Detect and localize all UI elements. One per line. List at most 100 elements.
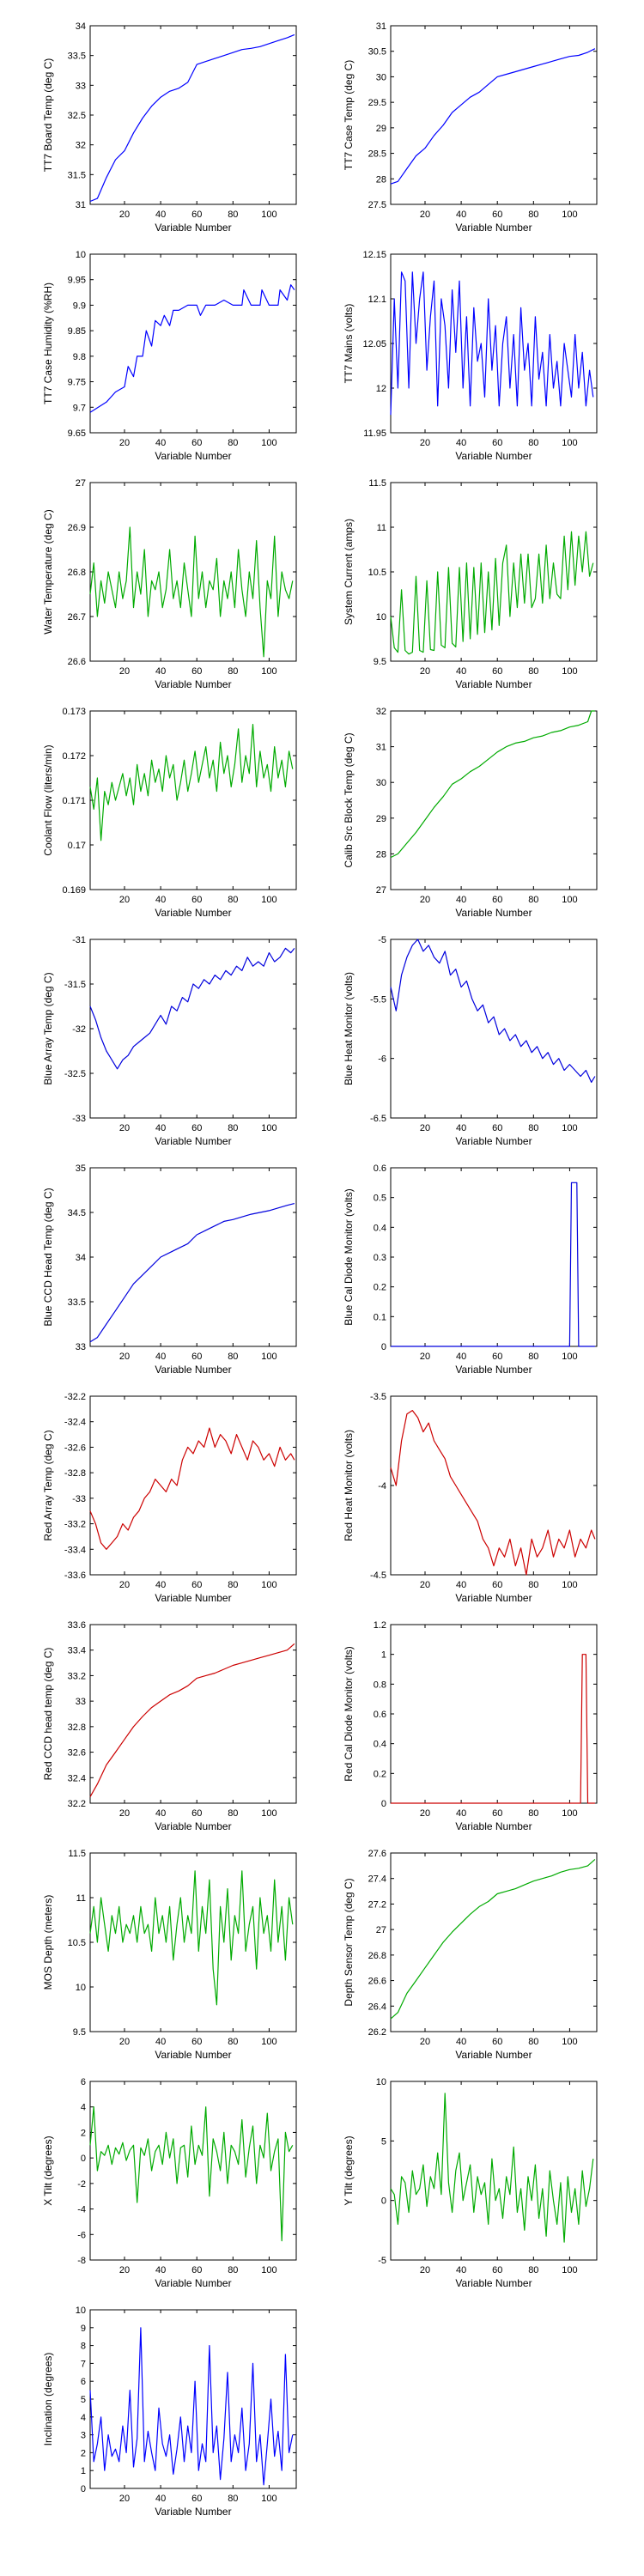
x-tick-label: 60	[492, 1123, 502, 1133]
x-tick-label: 20	[420, 895, 430, 905]
x-tick-label: 80	[528, 1808, 538, 1819]
y-tick-label: 33.4	[68, 1646, 86, 1656]
y-tick-label: 30	[376, 72, 386, 82]
series-line	[89, 1870, 294, 2006]
y-tick-label: 33.5	[68, 1297, 86, 1308]
x-tick-label: 40	[155, 210, 166, 220]
x-axis-label: Variable Number	[155, 678, 231, 690]
y-tick-label: 27.5	[368, 200, 386, 210]
x-tick-label: 60	[492, 1808, 502, 1819]
y-axis-label: Blue CCD Head Temp (deg C)	[42, 1188, 54, 1326]
plot-frame	[89, 939, 297, 1119]
x-tick-label: 60	[191, 2037, 202, 2047]
x-tick-label: 40	[155, 1580, 166, 1590]
x-axis-label: Variable Number	[155, 2277, 231, 2289]
y-tick-label: -31.5	[64, 980, 86, 990]
y-tick-label: 4	[81, 2103, 86, 2113]
x-tick-label: 60	[191, 1808, 202, 1819]
x-axis-label: Variable Number	[155, 222, 231, 234]
y-tick-label: 30	[376, 778, 386, 788]
x-axis-label: Variable Number	[455, 1820, 532, 1832]
y-tick-label: 32	[76, 141, 86, 151]
x-tick-label: 60	[191, 210, 202, 220]
y-tick-label: 28	[376, 849, 386, 860]
x-tick-label: 40	[456, 438, 466, 448]
y-tick-label: -2	[77, 2179, 86, 2190]
chart-panel-9: -33 -32.5 -32 -31.5 -31 20 40 60 80 100 Variable N…	[42, 935, 297, 1147]
x-tick-label: 20	[119, 438, 130, 448]
y-tick-label: 33	[76, 81, 86, 91]
y-tick-label: 9.85	[68, 326, 86, 337]
y-tick-label: 35	[76, 1163, 86, 1174]
y-tick-label: 32.8	[68, 1722, 86, 1733]
y-tick-label: 9.95	[68, 276, 86, 286]
x-tick-label: 100	[261, 2037, 276, 2047]
x-tick-label: 20	[119, 210, 130, 220]
y-tick-label: -32.4	[64, 1418, 86, 1428]
chart-panel-16: 0 0.2 0.4 0.6 0.8 1 1.2 20 40 60 80 100 Variable Num…	[343, 1620, 598, 1832]
chart-panel-18: 26.2 26.4 26.6 26.8 27 27.2 27.4 27.6 20 40 60 80 10…	[343, 1849, 598, 2061]
y-tick-label: 26.7	[68, 612, 86, 623]
series-line	[390, 1858, 596, 2020]
y-tick-label: 2	[81, 2128, 86, 2138]
y-tick-label: -33.6	[64, 1571, 86, 1581]
x-tick-label: 80	[228, 1808, 238, 1819]
y-tick-label: 26.2	[368, 2027, 386, 2038]
x-tick-label: 100	[261, 438, 276, 448]
y-tick-label: 0.4	[374, 1740, 386, 1750]
y-tick-label: 27	[376, 885, 386, 896]
y-tick-label: 31	[376, 21, 386, 32]
y-tick-label: 29	[376, 124, 386, 134]
y-tick-label: -6	[77, 2230, 86, 2240]
series-line	[89, 2327, 294, 2486]
plot-frame	[390, 1852, 598, 2032]
x-tick-label: 80	[228, 2265, 238, 2275]
x-tick-label: 80	[528, 2265, 538, 2275]
chart-panel-2: 27.5 28 28.5 29 29.5 30 30.5 31 20 40 60 80 100 Varia…	[343, 21, 598, 234]
x-tick-label: 80	[228, 210, 238, 220]
y-tick-label: 0	[381, 2196, 386, 2207]
y-tick-label: 32.4	[68, 1773, 86, 1783]
y-tick-label: 10	[76, 250, 86, 260]
y-tick-label: 5	[81, 2395, 86, 2405]
y-tick-label: 0.17	[68, 841, 86, 851]
x-axis-label: Variable Number	[155, 2049, 231, 2061]
y-tick-label: 26.6	[68, 657, 86, 667]
y-axis-label: Red CCD head temp (deg C)	[42, 1648, 54, 1781]
x-tick-label: 80	[228, 895, 238, 905]
y-tick-label: 28.5	[368, 149, 386, 160]
y-tick-label: -5	[378, 2256, 386, 2266]
x-tick-label: 100	[562, 2265, 577, 2275]
series-line	[89, 526, 294, 658]
y-tick-label: 32.2	[68, 1799, 86, 1809]
y-tick-label: 11	[377, 523, 386, 533]
y-tick-label: 9.65	[68, 428, 86, 439]
series-line	[89, 947, 295, 1070]
y-tick-label: 10.5	[68, 1938, 86, 1948]
x-tick-label: 80	[228, 438, 238, 448]
chart-panel-19: -8 -6 -4 -2 0 2 4 6 20 40 60 80 100 Variable Number X …	[42, 2077, 297, 2289]
y-tick-label: 10	[76, 1983, 86, 1993]
y-tick-label: -32.6	[64, 1443, 86, 1453]
y-tick-label: 0	[81, 2484, 86, 2494]
x-tick-label: 20	[420, 1352, 430, 1362]
y-tick-label: -4	[378, 1481, 386, 1492]
y-tick-label: -33	[72, 1114, 86, 1124]
y-tick-label: -33.2	[64, 1520, 86, 1530]
x-tick-label: 60	[492, 1352, 502, 1362]
chart-panel-17: 9.5 10 10.5 11 11.5 20 40 60 80 100 Variable Numbe…	[42, 1849, 297, 2061]
y-tick-label: 33	[76, 1342, 86, 1352]
x-axis-label: Variable Number	[455, 1592, 532, 1604]
x-tick-label: 100	[562, 895, 577, 905]
x-axis-label: Variable Number	[455, 1135, 532, 1147]
x-tick-label: 60	[191, 438, 202, 448]
x-tick-label: 40	[155, 438, 166, 448]
y-axis-label: Blue Array Temp (deg C)	[42, 972, 54, 1084]
x-tick-label: 40	[456, 1352, 466, 1362]
y-axis-label: TT7 Mains (volts)	[343, 304, 355, 384]
y-axis-label: Depth Sensor Temp (deg C)	[343, 1878, 355, 2006]
y-tick-label: -4.5	[370, 1571, 386, 1581]
x-tick-label: 60	[492, 1580, 502, 1590]
y-tick-label: 1	[381, 1650, 386, 1661]
